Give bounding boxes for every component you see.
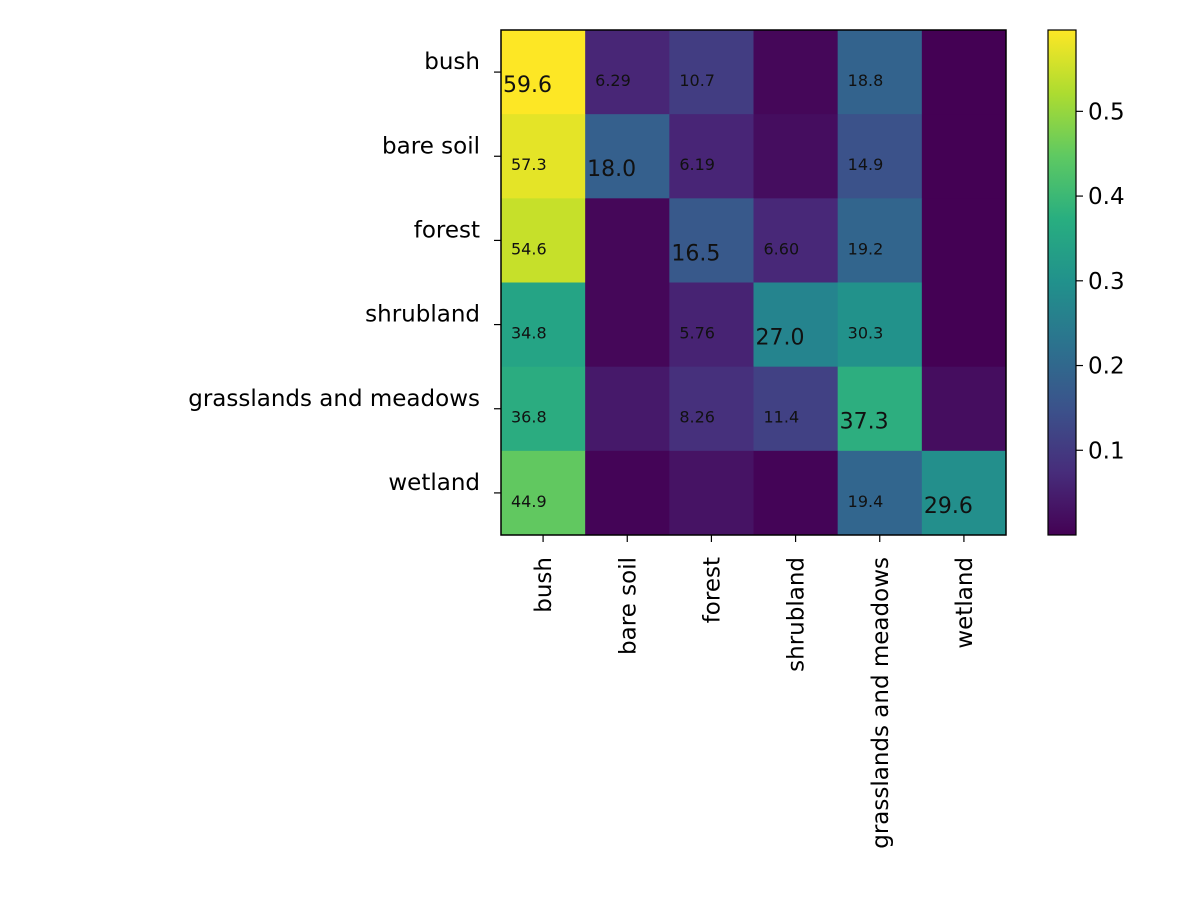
- heatmap-cell-r4-c3: [753, 366, 839, 452]
- heatmap-cell-r1-c0: [501, 114, 586, 199]
- heatmap-cell-r0-c5: [921, 30, 1007, 115]
- plot-frame: [500, 29, 1007, 536]
- x-tick-label-4: grasslands and meadows: [868, 557, 894, 849]
- heatmap-cell-r5-c4: [837, 450, 923, 536]
- heatmap-cell-r5-c3: [753, 450, 839, 536]
- y-tick-label-5: wetland: [388, 470, 480, 496]
- heatmap-cell-r4-c1: [585, 366, 670, 452]
- cell-label-r5-c4: 19.4: [848, 492, 884, 511]
- heatmap-cell-r1-c2: [669, 114, 754, 199]
- y-tick-label-0: bush: [424, 49, 480, 75]
- heatmap-cell-r2-c4: [837, 198, 923, 283]
- colorbar-tick-label-4: 0.5: [1088, 99, 1125, 125]
- cell-label-r4-c3: 11.4: [764, 408, 800, 427]
- heatmap-cell-r5-c1: [585, 450, 670, 536]
- heatmap-cell-r3-c1: [585, 282, 670, 368]
- heatmap-cell-r2-c1: [585, 198, 670, 283]
- y-tick-label-2: forest: [414, 217, 480, 243]
- cell-label-r2-c0: 54.6: [511, 239, 547, 258]
- cell-label-r3-c3: 27.0: [756, 326, 805, 351]
- heatmap-cell-r3-c3: [753, 282, 839, 368]
- heatmap-cell-labels: 59.6 6.29 10.7 18.8 57.3 18.0 6.19 14.9 54.6 16.5…: [503, 71, 973, 519]
- x-tick-label-1: bare soil: [615, 557, 641, 655]
- y-tick-label-3: shrubland: [365, 302, 480, 328]
- heatmap-cell-r0-c4: [837, 30, 923, 115]
- cell-label-r5-c0: 44.9: [511, 492, 547, 511]
- heatmap-cell-r3-c5: [921, 282, 1007, 368]
- heatmap-cell-r4-c2: [669, 366, 754, 452]
- cell-label-r0-c4: 18.8: [848, 71, 884, 90]
- colorbar: 0.1 0.2 0.3 0.4 0.5: [1047, 29, 1125, 536]
- heatmap-cell-r4-c0: [501, 366, 586, 452]
- heatmap-cell-r5-c0: [501, 450, 586, 536]
- cell-label-r0-c1: 6.29: [595, 71, 631, 90]
- heatmap-cell-r4-c5: [921, 366, 1007, 452]
- heatmap-cell-r0-c1: [585, 30, 670, 115]
- heatmap-cell-r3-c4: [837, 282, 923, 368]
- cell-label-r2-c4: 19.2: [848, 239, 884, 258]
- cell-label-r1-c1: 18.0: [587, 157, 636, 182]
- cell-label-r3-c4: 30.3: [848, 324, 884, 343]
- colorbar-tick-label-1: 0.2: [1088, 354, 1125, 380]
- cell-label-r1-c0: 57.3: [511, 155, 547, 174]
- cell-label-r3-c0: 34.8: [511, 324, 547, 343]
- cell-label-r4-c2: 8.26: [679, 408, 715, 427]
- heatmap-cell-r1-c1: [585, 114, 670, 199]
- heatmap-cell-r3-c0: [501, 282, 586, 368]
- cell-label-r5-c5: 29.6: [924, 494, 973, 519]
- colorbar-tick-label-2: 0.3: [1088, 269, 1125, 295]
- y-tick-label-4: grasslands and meadows: [188, 386, 480, 412]
- x-tick-label-3: shrubland: [784, 557, 810, 672]
- cell-label-r1-c4: 14.9: [848, 155, 884, 174]
- heatmap-cell-r3-c2: [669, 282, 754, 368]
- y-tick-label-1: bare soil: [382, 133, 480, 159]
- y-axis: bush bare soil forest shrubland grasslands a…: [188, 49, 501, 496]
- cell-label-r4-c4: 37.3: [840, 410, 889, 435]
- heatmap-cell-r2-c2: [669, 198, 754, 283]
- cell-label-r1-c2: 6.19: [679, 155, 715, 174]
- heatmap-cell-r4-c4: [837, 366, 923, 452]
- heatmap-cell-r0-c3: [753, 30, 839, 115]
- x-tick-label-0: bush: [531, 557, 557, 613]
- x-tick-label-5: wetland: [952, 557, 978, 649]
- cell-label-r4-c0: 36.8: [511, 408, 547, 427]
- colorbar-frame: [1047, 29, 1077, 536]
- heatmap-cell-r2-c3: [753, 198, 839, 283]
- heatmap-cell-r1-c4: [837, 114, 923, 199]
- heatmap-cell-r0-c0: [501, 30, 586, 115]
- cell-label-r2-c3: 6.60: [764, 239, 800, 258]
- cell-label-r0-c2: 10.7: [679, 71, 715, 90]
- heatmap-cells: [501, 30, 1007, 536]
- heatmap-cell-r1-c3: [753, 114, 839, 199]
- heatmap-cell-r2-c5: [921, 198, 1007, 283]
- heatmap-cell-r5-c2: [669, 450, 754, 536]
- cell-label-r2-c2: 16.5: [671, 241, 720, 266]
- cell-label-r3-c2: 5.76: [679, 324, 715, 343]
- colorbar-tick-label-3: 0.4: [1088, 184, 1125, 210]
- heatmap-cell-r0-c2: [669, 30, 754, 115]
- heatmap-cell-r5-c5: [921, 450, 1007, 536]
- cell-label-r0-c0: 59.6: [503, 73, 552, 98]
- heatmap-cell-r1-c5: [921, 114, 1007, 199]
- x-axis: bush bare soil forest shrubland grasslands a…: [531, 535, 978, 849]
- colorbar-tick-label-0: 0.1: [1088, 438, 1125, 464]
- colorbar-ticks: 0.1 0.2 0.3 0.4 0.5: [1076, 99, 1125, 464]
- colorbar-gradient: [1048, 30, 1076, 535]
- x-tick-label-2: forest: [699, 557, 725, 623]
- heatmap-cell-r2-c0: [501, 198, 586, 283]
